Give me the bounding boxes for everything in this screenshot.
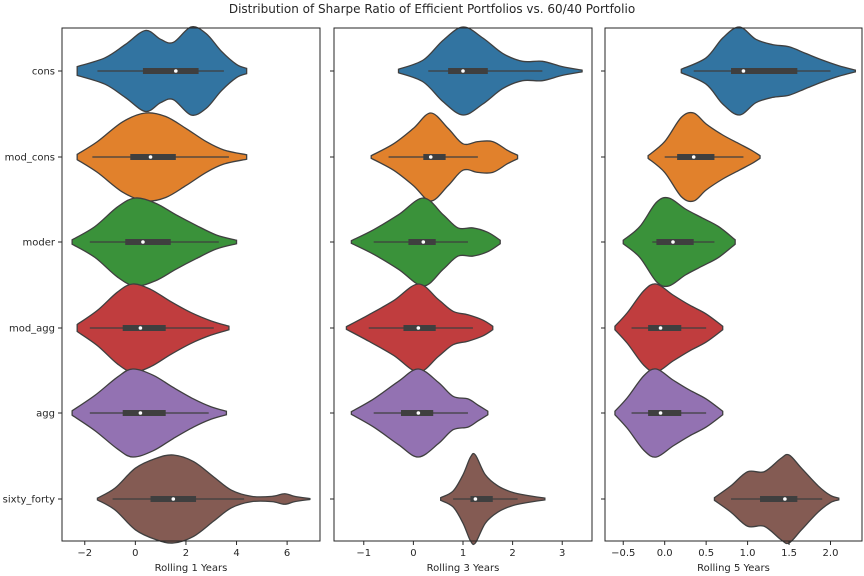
panel-2: −1 0 1 2 3 Rolling 3 Years — [330, 26, 593, 574]
violin-sixty_forty — [96, 454, 311, 544]
x-tick-label: −1 — [356, 548, 371, 559]
x-tick-label: 0 — [132, 548, 138, 559]
x-axis-label: Rolling 1 Years — [155, 563, 228, 574]
x-axis-label: Rolling 3 Years — [427, 563, 500, 574]
median-dot — [174, 69, 178, 73]
median-dot — [428, 155, 433, 159]
median-dot — [416, 326, 421, 330]
violin-mod_agg — [345, 283, 494, 373]
violin-cons — [76, 26, 248, 116]
x-tick-label: 1.0 — [740, 548, 756, 559]
iqr-box — [760, 496, 798, 502]
iqr-box — [125, 239, 171, 245]
x-tick-label: 0.0 — [657, 548, 673, 559]
iqr-box — [677, 154, 715, 160]
x-axis-label: Rolling 5 Years — [697, 563, 770, 574]
panel-frame — [604, 27, 863, 542]
iqr-box — [470, 496, 493, 502]
iqr-box — [122, 410, 166, 416]
x-tick-label: −2 — [77, 548, 92, 559]
violin-agg — [71, 368, 228, 458]
iqr-box — [648, 410, 682, 416]
violin-sixty_forty — [713, 453, 840, 545]
median-dot — [171, 497, 176, 501]
violin-mod_cons — [76, 112, 248, 202]
violin-moder — [71, 197, 238, 287]
iqr-box — [423, 154, 446, 160]
x-tick-label: 1 — [460, 548, 466, 559]
x-tick-label: 4 — [233, 548, 239, 559]
median-dot — [141, 240, 145, 244]
y-tick-label: cons — [32, 67, 55, 78]
violin-moder — [622, 196, 736, 288]
panel-frame — [61, 27, 321, 542]
y-tick-label: sixty_forty — [3, 495, 55, 506]
median-dot — [473, 497, 478, 501]
violin-moder — [350, 197, 501, 287]
y-tick-label: agg — [36, 409, 55, 420]
median-dot — [671, 240, 675, 244]
median-dot — [421, 240, 426, 244]
y-tick-label: mod_agg — [9, 324, 55, 335]
iqr-box — [656, 239, 694, 245]
y-tick-label: moder — [23, 238, 56, 249]
violin-cons — [680, 26, 857, 116]
violin-cons — [397, 26, 583, 116]
median-dot — [783, 497, 787, 501]
iqr-box — [731, 68, 798, 74]
panel-3: −0.5 0.0 0.5 1.0 1.5 2.0 Rolling 5 Years — [601, 26, 863, 574]
x-tick-label: 0 — [410, 548, 416, 559]
median-dot — [148, 155, 153, 159]
violin-agg — [350, 368, 489, 458]
iqr-box — [122, 325, 166, 331]
violin-agg — [614, 368, 724, 458]
iqr-box — [448, 68, 488, 74]
median-dot — [138, 326, 143, 330]
violin-mod_agg — [76, 283, 230, 373]
median-dot — [461, 69, 465, 73]
x-tick-label: 1.5 — [781, 548, 797, 559]
median-dot — [658, 326, 663, 330]
chart-title: Distribution of Sharpe Ratio of Efficien… — [229, 2, 635, 16]
violin-mod_agg — [614, 283, 724, 373]
median-dot — [138, 411, 143, 415]
iqr-box — [648, 325, 682, 331]
median-dot — [416, 411, 421, 415]
y-tick-label: mod_cons — [5, 153, 55, 164]
violin-mod_cons — [647, 111, 761, 203]
median-dot — [658, 411, 663, 415]
x-tick-label: 2.0 — [823, 548, 839, 559]
violin-mod_cons — [370, 112, 519, 202]
iqr-box — [130, 154, 176, 160]
x-tick-label: 6 — [284, 548, 290, 559]
x-tick-label: 2 — [509, 548, 515, 559]
iqr-box — [142, 68, 199, 74]
x-tick-label: −0.5 — [611, 548, 635, 559]
x-tick-label: 2 — [183, 548, 189, 559]
x-tick-label: 3 — [559, 548, 565, 559]
violin-sixty_forty — [440, 452, 546, 546]
median-dot — [691, 155, 696, 159]
x-tick-label: 0.5 — [698, 548, 714, 559]
median-dot — [741, 69, 746, 73]
